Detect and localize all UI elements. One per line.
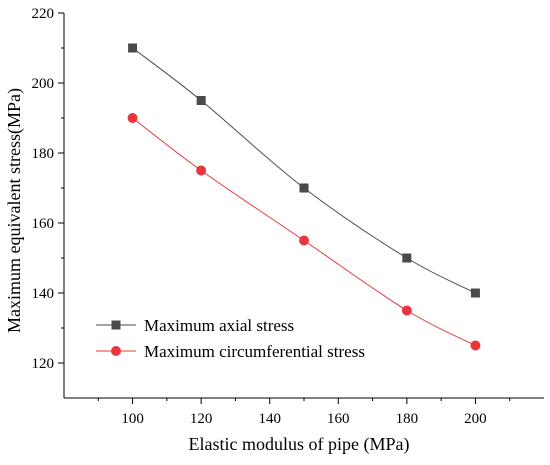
series-1 bbox=[128, 43, 480, 298]
point-s1-200 bbox=[470, 288, 480, 298]
legend-marker-1 bbox=[111, 320, 121, 330]
y-tick-label-180: 180 bbox=[32, 146, 55, 162]
y-tick-label-160: 160 bbox=[32, 216, 55, 232]
point-s1-150 bbox=[299, 183, 309, 193]
ticks: 100 120 140 160 180 200 120 140 160 180 200 220 bbox=[32, 6, 511, 427]
y-axis-title: Maximum equivalent stress(MPa) bbox=[4, 88, 25, 333]
x-tick-label-140: 140 bbox=[258, 411, 281, 427]
point-s2-100 bbox=[127, 113, 138, 123]
x-tick-label-180: 180 bbox=[396, 411, 419, 427]
series-2 bbox=[127, 113, 481, 351]
y-tick-label-200: 200 bbox=[32, 76, 55, 92]
series-line-1 bbox=[132, 47, 476, 294]
series-layer bbox=[127, 43, 481, 351]
point-s1-100 bbox=[128, 43, 138, 53]
point-s2-180 bbox=[401, 305, 412, 316]
point-s1-180 bbox=[402, 253, 412, 263]
legend-marker-2 bbox=[111, 346, 121, 356]
point-s2-150 bbox=[299, 235, 309, 246]
point-s2-200 bbox=[470, 340, 481, 351]
legend: Maximum axial stress Maximum circumferent… bbox=[96, 316, 365, 361]
x-tick-label-160: 160 bbox=[327, 411, 350, 427]
legend-label-2: Maximum circumferential stress bbox=[144, 342, 365, 361]
series-line-2 bbox=[132, 117, 476, 346]
x-tick-label-200: 200 bbox=[464, 411, 487, 427]
x-axis-title: Elastic modulus of pipe (MPa) bbox=[189, 434, 410, 455]
x-tick-label-120: 120 bbox=[190, 411, 213, 427]
point-s2-120 bbox=[196, 165, 207, 176]
y-tick-label-140: 140 bbox=[32, 286, 55, 302]
legend-label-1: Maximum axial stress bbox=[144, 316, 294, 335]
axes bbox=[63, 13, 544, 399]
x-tick-label-100: 100 bbox=[121, 411, 144, 427]
y-tick-label-220: 220 bbox=[32, 6, 55, 22]
point-s1-120 bbox=[196, 96, 206, 105]
y-tick-label-120: 120 bbox=[32, 356, 55, 372]
